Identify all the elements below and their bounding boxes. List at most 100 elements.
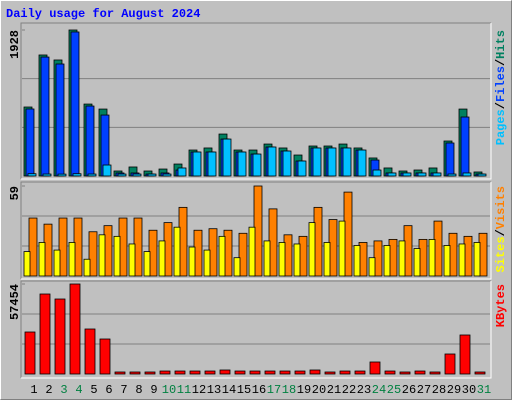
bar — [238, 232, 248, 277]
bar — [129, 371, 141, 375]
x-tick-label: 10 — [162, 383, 176, 397]
x-tick-label: 3 — [60, 383, 67, 397]
bar — [473, 242, 481, 277]
bar — [384, 370, 396, 375]
bar — [28, 217, 38, 277]
bar — [293, 243, 301, 277]
x-tick-label: 11 — [177, 383, 191, 397]
x-tick-label: 22 — [342, 383, 356, 397]
x-tick-label: 30 — [462, 383, 476, 397]
bar — [85, 105, 95, 177]
bar — [237, 151, 247, 177]
legend-entry: Sites — [494, 236, 508, 272]
bar — [447, 173, 457, 177]
bar — [443, 245, 451, 277]
x-tick-label: 6 — [105, 383, 112, 397]
bar — [414, 370, 426, 375]
bar — [132, 173, 142, 177]
bar — [207, 151, 217, 177]
legend-entry: KBytes — [494, 284, 508, 327]
panel-bevel-dark — [20, 22, 491, 179]
bar — [398, 240, 406, 277]
bar — [222, 138, 232, 177]
bar — [339, 370, 351, 375]
bar — [444, 353, 456, 375]
bar — [354, 370, 366, 375]
bar — [99, 338, 111, 375]
bar — [428, 238, 436, 277]
legend: Pages/Files/Hits — [494, 30, 508, 145]
x-tick-label: 14 — [222, 383, 236, 397]
x-tick-label: 26 — [402, 383, 416, 397]
bar — [84, 328, 96, 375]
bar — [327, 147, 337, 177]
panel-bevel-light — [21, 281, 492, 379]
x-tick-label: 21 — [327, 383, 341, 397]
bar — [27, 173, 37, 177]
bar — [368, 257, 376, 277]
bar — [98, 234, 106, 277]
bar — [72, 173, 82, 177]
bar — [417, 172, 427, 177]
y-tick-label: 1928 — [8, 30, 22, 59]
panel — [21, 281, 491, 378]
bar — [234, 370, 246, 375]
x-tick-label: 20 — [312, 383, 326, 397]
chart-title: Daily usage for August 2024 — [6, 7, 200, 21]
bar — [162, 173, 172, 177]
bar — [459, 334, 471, 375]
bar — [42, 173, 52, 177]
bar — [68, 242, 76, 277]
bar — [117, 173, 127, 177]
bar — [114, 371, 126, 375]
bar — [460, 116, 470, 177]
panel-bevel-dark — [20, 181, 491, 279]
bar — [70, 31, 80, 177]
bar — [24, 331, 36, 375]
bar — [218, 235, 226, 277]
panel-bevel-light — [21, 182, 492, 280]
bar — [233, 257, 241, 277]
bar — [39, 293, 51, 375]
legend-entry: Visits — [494, 186, 508, 229]
bar — [53, 249, 61, 277]
bar — [174, 370, 186, 375]
bar — [128, 243, 136, 277]
x-tick-label: 5 — [90, 383, 97, 397]
bar — [189, 370, 201, 375]
bar — [462, 172, 472, 177]
bar — [383, 245, 391, 277]
x-tick-label: 23 — [357, 383, 371, 397]
bar — [458, 243, 466, 277]
bar — [369, 361, 381, 375]
bar — [144, 371, 156, 375]
bar — [188, 246, 196, 277]
bar — [267, 146, 277, 177]
bar — [113, 235, 121, 277]
bar — [402, 172, 412, 177]
bar — [263, 240, 271, 277]
x-tick-label: 15 — [237, 383, 251, 397]
bar — [429, 371, 441, 375]
legend: Sites/Visits — [494, 186, 508, 272]
x-tick-label: 16 — [252, 383, 266, 397]
x-tick-label: 9 — [150, 383, 157, 397]
bar — [477, 173, 487, 177]
bar — [278, 242, 286, 277]
x-tick-label: 29 — [447, 383, 461, 397]
bar — [102, 164, 112, 177]
x-tick-label: 18 — [282, 383, 296, 397]
panel-bevel-dark — [20, 280, 491, 378]
x-tick-label: 31 — [477, 383, 491, 397]
bar — [40, 56, 50, 177]
y-tick-label: 59 — [8, 186, 22, 200]
bar — [249, 370, 261, 375]
x-tick-label: 4 — [75, 383, 82, 397]
legend-entry: Pages — [494, 109, 508, 145]
bar — [204, 370, 216, 375]
bar — [147, 173, 157, 177]
bar — [55, 63, 65, 177]
bar — [25, 108, 35, 177]
